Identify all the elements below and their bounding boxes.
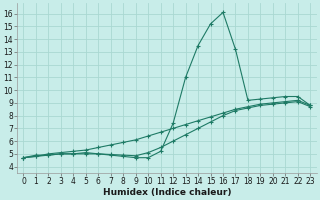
X-axis label: Humidex (Indice chaleur): Humidex (Indice chaleur): [103, 188, 231, 197]
